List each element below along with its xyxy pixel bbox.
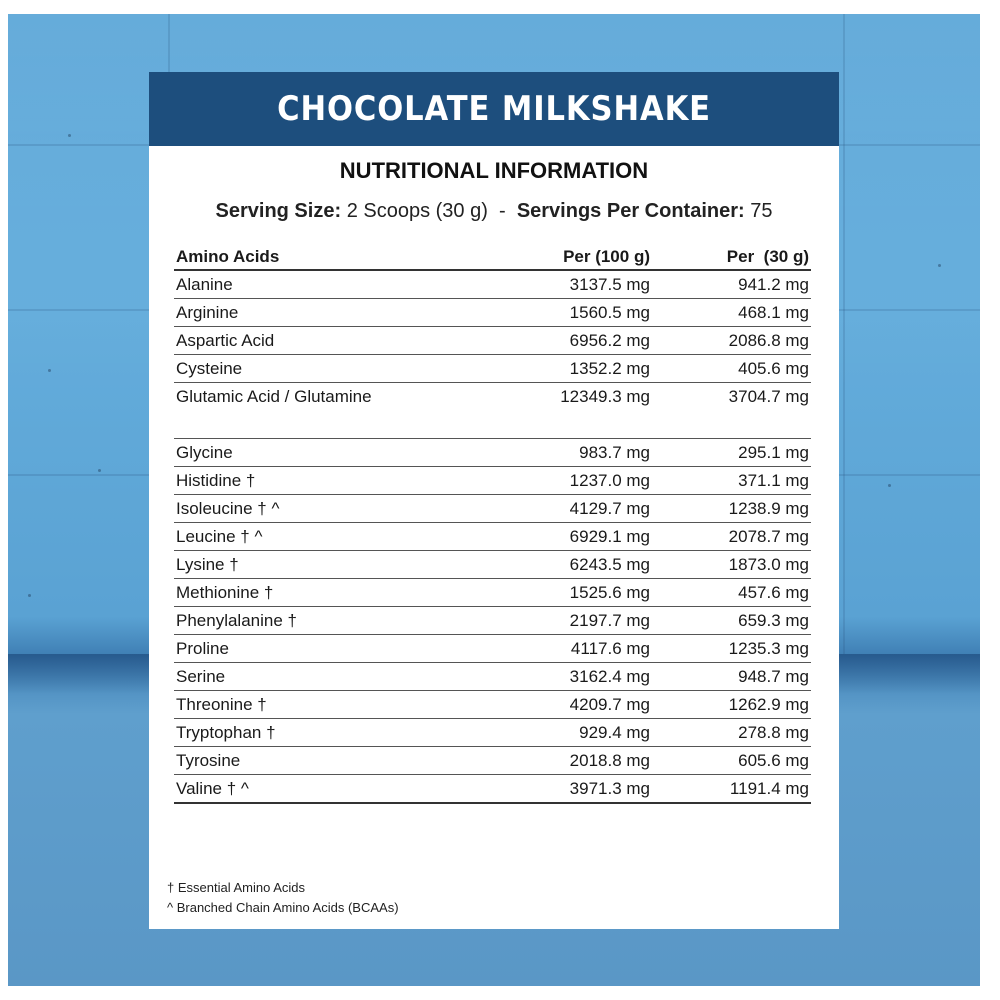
table-row: Cysteine 1352.2 mg 405.6 mg [174,354,811,383]
per-30g-value: 1873.0 mg [652,550,811,579]
table-row: Arginine 1560.5 mg 468.1 mg [174,298,811,327]
table-row: Tryptophan † 929.4 mg 278.8 mg [174,718,811,747]
per-30g-value: 1262.9 mg [652,690,811,719]
per-100g-value: 3137.5 mg [498,270,652,299]
per-30g-value: 1235.3 mg [652,634,811,663]
table-row: Proline 4117.6 mg 1235.3 mg [174,634,811,663]
table-row: Methionine † 1525.6 mg 457.6 mg [174,578,811,607]
table-row: Tyrosine 2018.8 mg 605.6 mg [174,746,811,775]
per-30g-value: 3704.7 mg [652,382,811,439]
column-header-per-30g: Per (30 g) [652,240,811,271]
per-100g-value: 6929.1 mg [498,522,652,551]
amino-acid-name: Glutamic Acid / Glutamine [174,382,498,439]
per-30g-value: 659.3 mg [652,606,811,635]
per-100g-value: 3162.4 mg [498,662,652,691]
per-30g-value: 948.7 mg [652,662,811,691]
per-100g-value: 983.7 mg [498,438,652,467]
per-100g-value: 929.4 mg [498,718,652,747]
table-row: Serine 3162.4 mg 948.7 mg [174,662,811,691]
amino-acid-rows: Alanine 3137.5 mg 941.2 mg Arginine 1560.5 m… [174,270,811,804]
table-row: Histidine † 1237.0 mg 371.1 mg [174,466,811,495]
per-30g-value: 405.6 mg [652,354,811,383]
amino-acid-name: Isoleucine † ^ [174,494,498,523]
per-30g-value: 2086.8 mg [652,326,811,355]
servings-per-container-label: Servings Per Container: [516,200,745,222]
per-30g-value: 1191.4 mg [652,774,811,804]
footnote-bcaa: ^ Branched Chain Amino Acids (BCAAs) [167,900,399,915]
per-30g-value: 941.2 mg [652,270,811,299]
amino-acid-name: Leucine † ^ [174,522,498,551]
per-100g-value: 2197.7 mg [498,606,652,635]
amino-acid-name: Serine [174,662,498,691]
amino-acid-name: Phenylalanine † [174,606,498,635]
per-30g-value: 371.1 mg [652,466,811,495]
amino-acid-name: Aspartic Acid [174,326,498,355]
amino-acid-name: Threonine † [174,690,498,719]
amino-acid-table: Amino Acids Per (100 g) Per (30 g) Alani… [174,240,811,804]
footnote-essential: † Essential Amino Acids [167,880,306,895]
per-30g-value: 457.6 mg [652,578,811,607]
servings-per-container-value: 75 [750,200,773,222]
per-30g-value: 2078.7 mg [652,522,811,551]
amino-acid-name: Arginine [174,298,498,327]
per-30g-value: 605.6 mg [652,746,811,775]
amino-acid-name: Lysine † [174,550,498,579]
title-banner: CHOCOLATE MILKSHAKE [149,72,839,146]
serving-info: Serving Size: 2 Scoops (30 g) - Servings… [149,200,839,223]
table-row: Lysine † 6243.5 mg 1873.0 mg [174,550,811,579]
per-100g-value: 4129.7 mg [498,494,652,523]
per-100g-value: 1237.0 mg [498,466,652,495]
per-100g-value: 4117.6 mg [498,634,652,663]
amino-acid-name: Methionine † [174,578,498,607]
per-100g-value: 3971.3 mg [498,774,652,804]
amino-acid-name: Proline [174,634,498,663]
product-title: CHOCOLATE MILKSHAKE [277,89,711,129]
table-row: Phenylalanine † 2197.7 mg 659.3 mg [174,606,811,635]
table-row: Glycine 983.7 mg 295.1 mg [174,438,811,467]
column-header-amino-acids: Amino Acids [174,240,498,271]
per-100g-value: 1352.2 mg [498,354,652,383]
table-row: Glutamic Acid / Glutamine 12349.3 mg 3704.… [174,382,811,439]
per-30g-value: 468.1 mg [652,298,811,327]
amino-acid-name: Glycine [174,438,498,467]
table-header-row: Amino Acids Per (100 g) Per (30 g) [174,240,811,271]
per-30g-value: 295.1 mg [652,438,811,467]
amino-acid-name: Histidine † [174,466,498,495]
per-30g-value: 278.8 mg [652,718,811,747]
amino-acid-name: Valine † ^ [174,774,498,804]
per-100g-value: 6956.2 mg [498,326,652,355]
per-100g-value: 1525.6 mg [498,578,652,607]
amino-acid-name: Tyrosine [174,746,498,775]
nutrition-label-panel: CHOCOLATE MILKSHAKE NUTRITIONAL INFORMAT… [149,72,839,929]
per-100g-value: 4209.7 mg [498,690,652,719]
per-100g-value: 1560.5 mg [498,298,652,327]
nutritional-information-heading: NUTRITIONAL INFORMATION [339,158,649,183]
per-100g-value: 2018.8 mg [498,746,652,775]
column-header-per-100g: Per (100 g) [498,240,652,271]
per-100g-value: 12349.3 mg [498,382,652,439]
table-row: Aspartic Acid 6956.2 mg 2086.8 mg [174,326,811,355]
per-30g-value: 1238.9 mg [652,494,811,523]
amino-acid-name: Cysteine [174,354,498,383]
footnotes: † Essential Amino Acids ^ Branched Chain… [167,878,399,918]
serving-size-label: Serving Size: [215,200,342,222]
per-100g-value: 6243.5 mg [498,550,652,579]
serving-separator: - [499,200,506,222]
amino-acid-name: Tryptophan † [174,718,498,747]
table-row: Alanine 3137.5 mg 941.2 mg [174,270,811,299]
table-row: Leucine † ^ 6929.1 mg 2078.7 mg [174,522,811,551]
serving-size-value: 2 Scoops (30 g) [346,200,488,222]
table-row: Threonine † 4209.7 mg 1262.9 mg [174,690,811,719]
table-row: Isoleucine † ^ 4129.7 mg 1238.9 mg [174,494,811,523]
table-row: Valine † ^ 3971.3 mg 1191.4 mg [174,774,811,804]
amino-acid-name: Alanine [174,270,498,299]
